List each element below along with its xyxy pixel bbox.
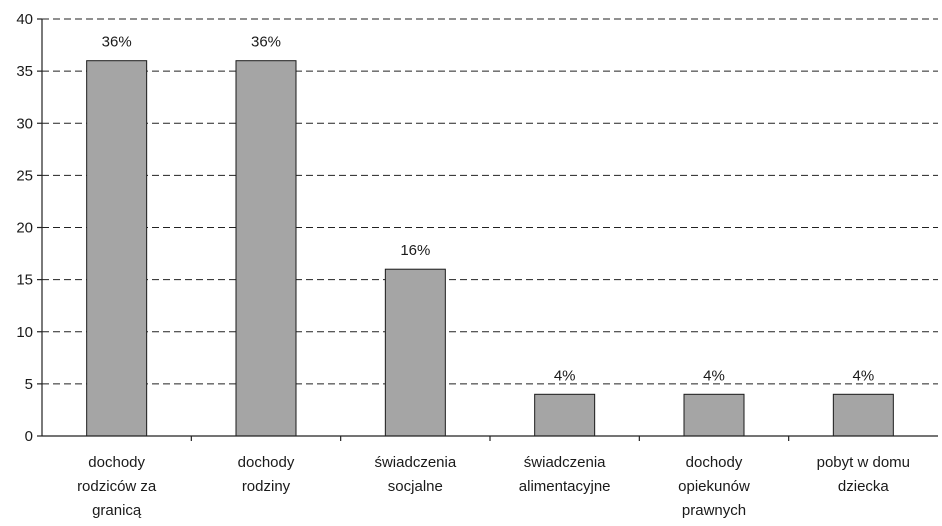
y-tick-label: 10: [16, 324, 33, 341]
category-label-line: rodziny: [242, 478, 291, 495]
labels: 0 5 10 15 20 25 30 35 40 36% dochody rodziców za gra…: [16, 11, 910, 519]
data-label: 36%: [102, 34, 132, 51]
y-tick-label: 35: [16, 63, 33, 80]
bar: [683, 393, 745, 437]
y-tick-label: 30: [16, 115, 33, 132]
category-label: świadczenia alimentacyjne: [519, 454, 611, 495]
category-label-line: świadczenia: [374, 454, 456, 471]
category-label-line: granicą: [92, 502, 142, 519]
y-tick-label: 5: [25, 376, 33, 393]
category-label-line: opiekunów: [678, 478, 750, 495]
category-label: dochody opiekunów prawnych: [678, 454, 750, 519]
category-label-line: dochody: [238, 454, 295, 471]
data-label: 36%: [251, 34, 281, 51]
data-label: 4%: [852, 367, 874, 384]
bar: [384, 268, 446, 437]
bar: [86, 60, 148, 437]
y-tick-label: 15: [16, 272, 33, 289]
bars: [86, 60, 894, 437]
y-tick-label: 25: [16, 167, 33, 184]
category-label-line: alimentacyjne: [519, 478, 611, 495]
data-label: 4%: [554, 367, 576, 384]
category-label-line: dziecka: [838, 478, 890, 495]
category-label-line: rodziców za: [77, 478, 157, 495]
category-label: dochody rodziców za granicą: [77, 454, 157, 519]
y-tick-label: 20: [16, 220, 33, 237]
category-label-line: socjalne: [388, 478, 443, 495]
category-label-line: prawnych: [682, 502, 746, 519]
category-label-line: dochody: [686, 454, 743, 471]
axes: [37, 18, 938, 441]
y-tick-label: 40: [16, 11, 33, 28]
category-label: dochody rodziny: [238, 454, 295, 495]
bar: [235, 60, 297, 437]
bar: [832, 393, 894, 437]
bar: [534, 393, 596, 437]
category-label: pobyt w domu dziecka: [817, 454, 910, 495]
gridlines: [42, 18, 938, 385]
category-label-line: pobyt w domu: [817, 454, 910, 471]
data-label: 16%: [400, 242, 430, 259]
category-label-line: dochody: [88, 454, 145, 471]
category-label: świadczenia socjalne: [374, 454, 456, 495]
data-label: 4%: [703, 367, 725, 384]
category-label-line: świadczenia: [524, 454, 606, 471]
y-tick-label: 0: [25, 428, 33, 445]
